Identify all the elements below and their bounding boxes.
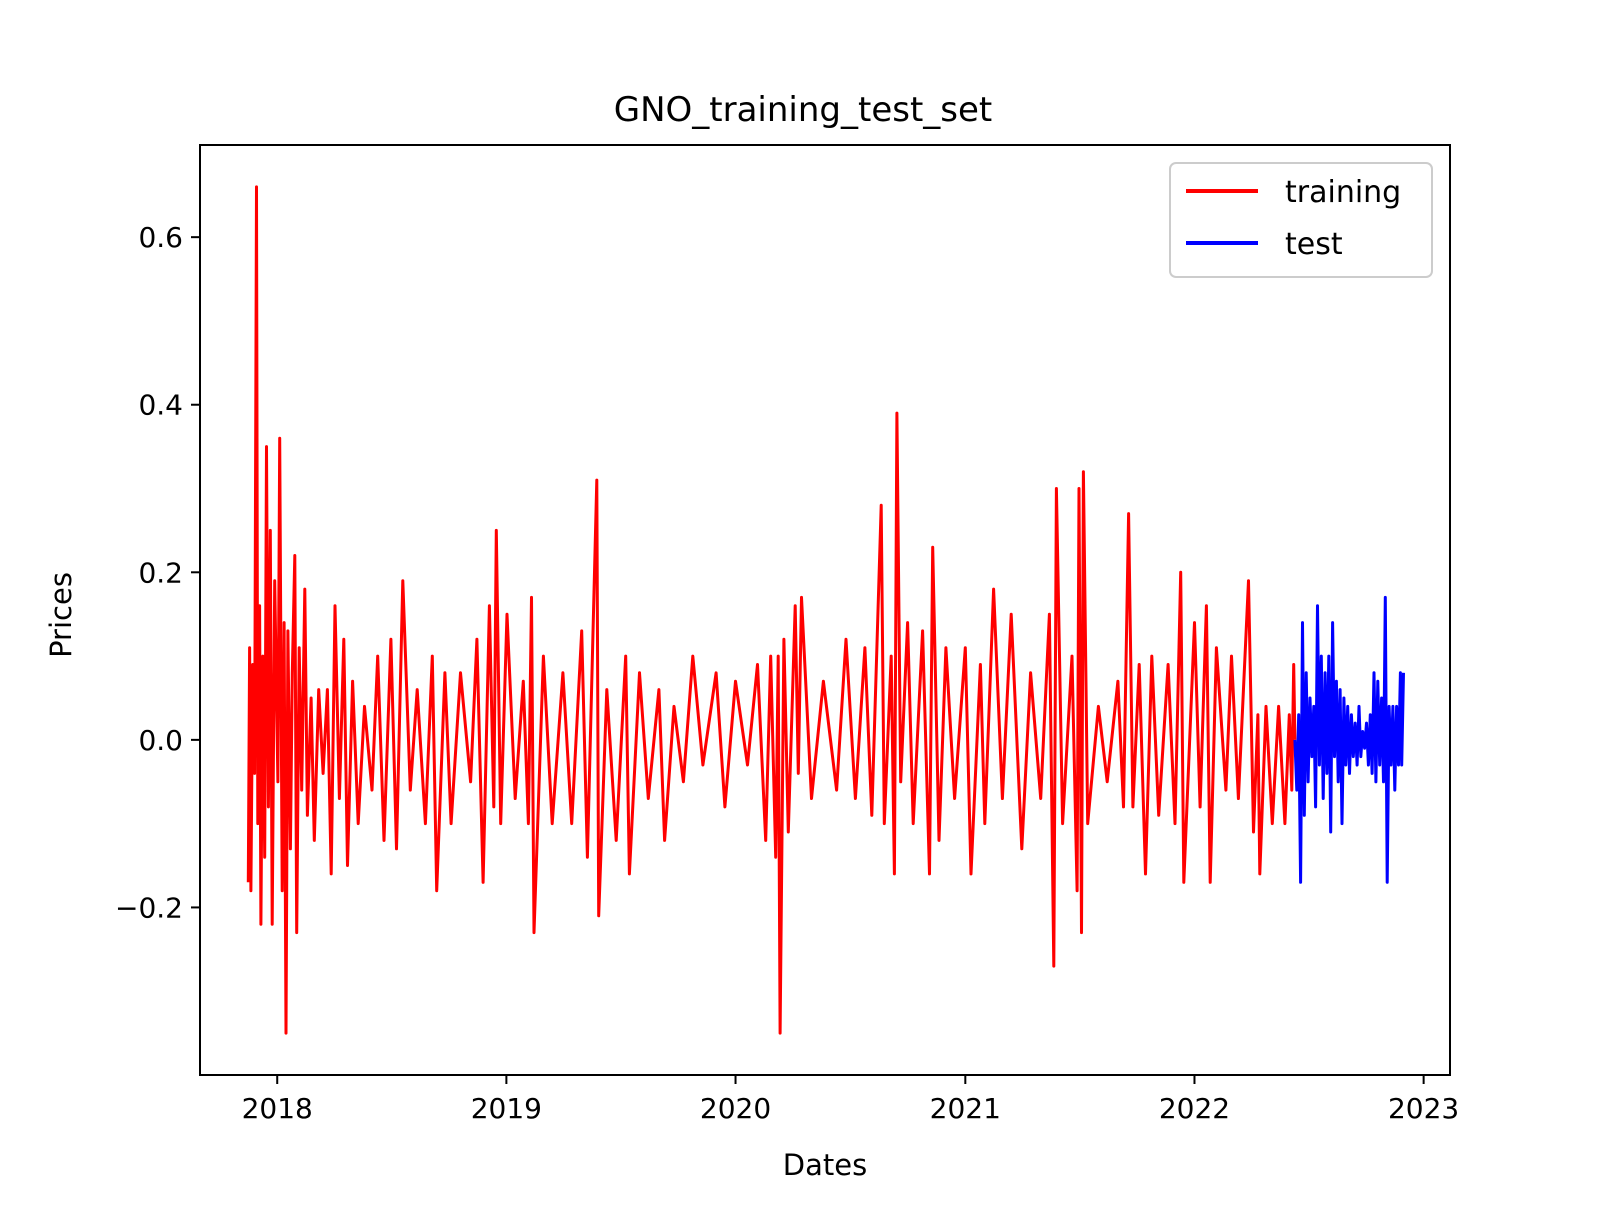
x-axis-ticks: 2018 2019 2020 2021 2022 2023 [242,1075,1459,1125]
y-axis-label: Prices [44,572,78,658]
legend: training test [1169,162,1433,278]
legend-label-test: test [1285,227,1343,262]
y-tick-label: 0.6 [138,221,183,254]
y-axis-ticks: −0.2 0.0 0.2 0.4 0.6 [115,221,200,924]
series-line-training [246,185,1297,1035]
x-tick-label: 2021 [930,1092,1001,1125]
x-tick-label: 2018 [242,1092,313,1125]
legend-label-training: training [1285,175,1401,210]
x-axis-label: Dates [783,1148,867,1182]
series-line-test [1293,595,1405,884]
plot-area-frame [199,144,1451,1076]
x-tick-label: 2020 [700,1092,771,1125]
x-tick-label: 2022 [1159,1092,1230,1125]
y-tick-label: 0.2 [138,556,183,589]
y-tick-label: 0.4 [138,389,183,422]
chart-title: GNO_training_test_set [614,90,993,130]
x-tick-label: 2023 [1388,1092,1459,1125]
x-tick-label: 2019 [471,1092,542,1125]
series-layer [246,185,1405,1035]
y-tick-label: −0.2 [115,891,183,924]
y-tick-label: 0.0 [138,724,183,757]
